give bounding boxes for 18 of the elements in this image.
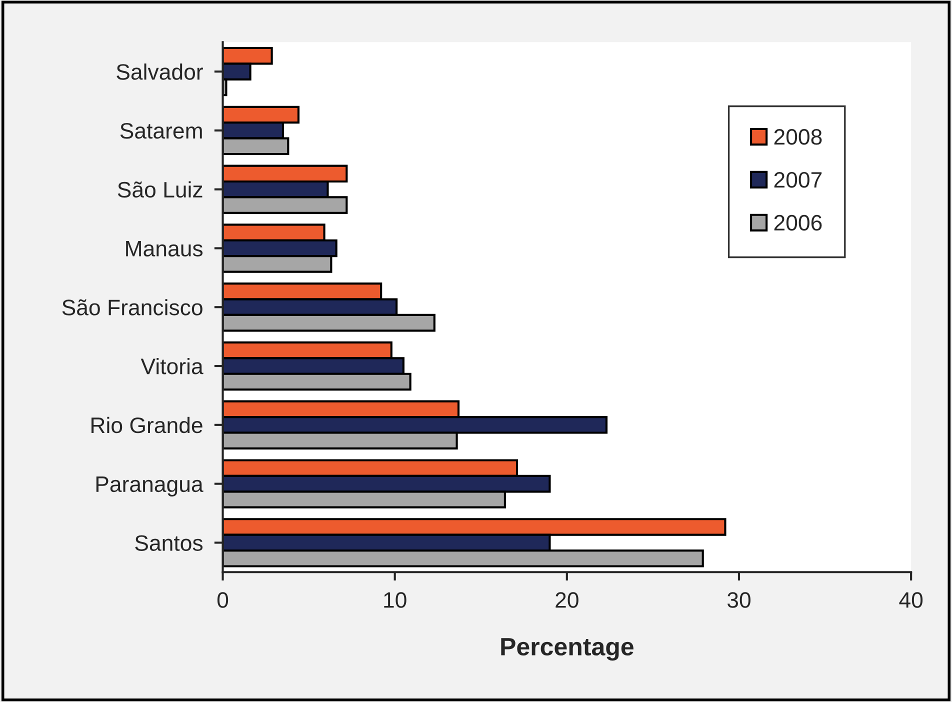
legend-label: 2007 bbox=[774, 172, 822, 188]
x-axis-title: Percentage bbox=[501, 638, 634, 661]
y-tick-label: Santos bbox=[135, 535, 203, 551]
y-tick-label: Vitoria bbox=[140, 358, 204, 374]
legend-label: 2008 bbox=[774, 129, 822, 145]
y-tick-label: São Luiz bbox=[118, 181, 202, 198]
y-tick-label: Salvador bbox=[116, 64, 203, 80]
y-tick-label: Paranagua bbox=[96, 476, 204, 496]
y-tick-label: São Francisco bbox=[62, 299, 202, 316]
x-tick-label: 30 bbox=[727, 592, 750, 608]
x-tick-label: 10 bbox=[384, 592, 406, 608]
y-tick-label: Manaus bbox=[126, 241, 203, 257]
x-tick-label: 20 bbox=[556, 592, 578, 608]
legend-label: 2006 bbox=[774, 214, 822, 231]
x-tick-label: 40 bbox=[899, 592, 923, 608]
y-tick-label: Rio Grande bbox=[92, 416, 202, 434]
x-tick-label: 0 bbox=[217, 592, 228, 608]
y-tick-label: Satarem bbox=[120, 122, 202, 139]
